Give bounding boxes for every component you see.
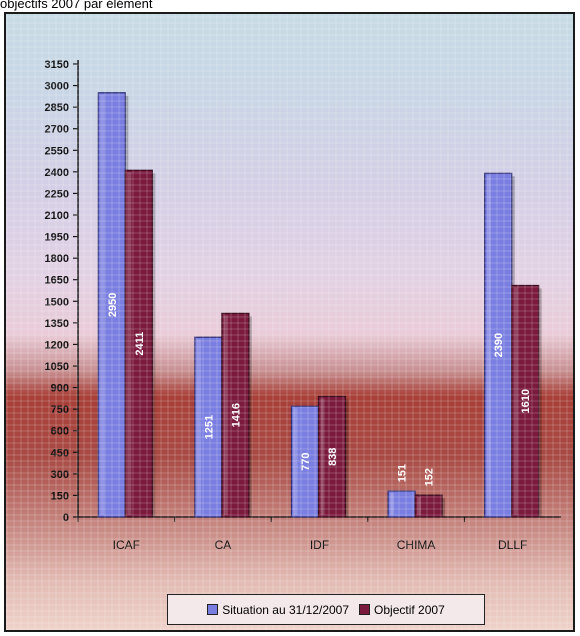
- y-tick-label: 150: [51, 490, 69, 502]
- page-header: objectifs 2007 par élément: [0, 0, 153, 11]
- y-tick-label: 2550: [45, 145, 69, 157]
- bar-value-label: 151: [397, 464, 409, 482]
- bar-situation-chima: [387, 490, 419, 518]
- bar-value-label: 838: [327, 448, 339, 466]
- chart-area: 0 150 300 450 600 750 900 1050 1200 1350 1500 1650 1…: [4, 12, 575, 632]
- legend-label-situation: Situation au 31/12/2007: [222, 602, 350, 617]
- y-tick-label: 3150: [45, 59, 69, 71]
- legend-label-objectif: Objectif 2007: [374, 602, 445, 617]
- y-tick-label: 1800: [45, 253, 69, 265]
- y-tick-label: 1200: [45, 339, 69, 351]
- y-tick-label: 300: [51, 469, 69, 481]
- y-tick-label: 450: [51, 447, 69, 459]
- legend-item-objectif: Objectif 2007: [359, 603, 445, 617]
- legend-swatch-objectif: [359, 604, 371, 615]
- bar-situation-ca: [194, 336, 225, 518]
- x-tick-label: DLLF: [498, 538, 527, 552]
- bar-chart: 0 150 300 450 600 750 900 1050 1200 1350 1500 1650 1…: [45, 59, 561, 552]
- y-tick-label: 1050: [45, 361, 69, 373]
- y-tick-label: 0: [63, 512, 69, 524]
- y-tick-label: 3000: [45, 81, 69, 93]
- bar-value-label: 2950: [107, 293, 119, 317]
- bar-value-label: 2390: [493, 333, 505, 357]
- y-tick-label: 2400: [45, 167, 69, 179]
- bar-value-label: 1610: [520, 389, 532, 413]
- bar-value-label: 2411: [134, 332, 146, 356]
- bar-value-label: 1251: [203, 415, 215, 439]
- y-tick-label: 2700: [45, 124, 69, 136]
- chart-legend: Situation au 31/12/2007 Objectif 2007: [167, 594, 485, 625]
- y-tick-label: 900: [51, 383, 69, 395]
- legend-swatch-situation: [207, 604, 219, 615]
- bar-situation-dllf: [484, 172, 515, 518]
- y-tick-label: 600: [51, 426, 69, 438]
- bar-objectif-icaf: [124, 169, 156, 518]
- bar-situation-idf: [290, 405, 322, 518]
- bar-objectif-chima: [414, 494, 446, 518]
- y-tick-label: 1350: [45, 318, 69, 330]
- bar-value-label: 1416: [230, 403, 242, 427]
- x-tick-label: CHIMA: [397, 538, 436, 552]
- x-tick-label: CA: [215, 538, 232, 552]
- bar-objectif-dllf: [511, 284, 542, 518]
- y-tick-label: 2250: [45, 188, 69, 200]
- y-tick-label: 1650: [45, 275, 69, 287]
- bar-value-label: 152: [424, 468, 436, 486]
- y-tick-label: 1950: [45, 232, 69, 244]
- y-tick-label: 2100: [45, 210, 69, 222]
- bar-objectif-idf: [317, 395, 349, 518]
- bar-value-label: 770: [300, 452, 312, 470]
- legend-item-situation: Situation au 31/12/2007: [207, 603, 349, 617]
- bar-situation-icaf: [97, 92, 129, 518]
- x-tick-label: ICAF: [113, 538, 140, 552]
- x-tick-label: IDF: [310, 538, 329, 552]
- bar-objectif-ca: [221, 312, 252, 518]
- y-tick-label: 750: [51, 404, 69, 416]
- y-tick-label: 2850: [45, 102, 69, 114]
- y-tick-label: 1500: [45, 296, 69, 308]
